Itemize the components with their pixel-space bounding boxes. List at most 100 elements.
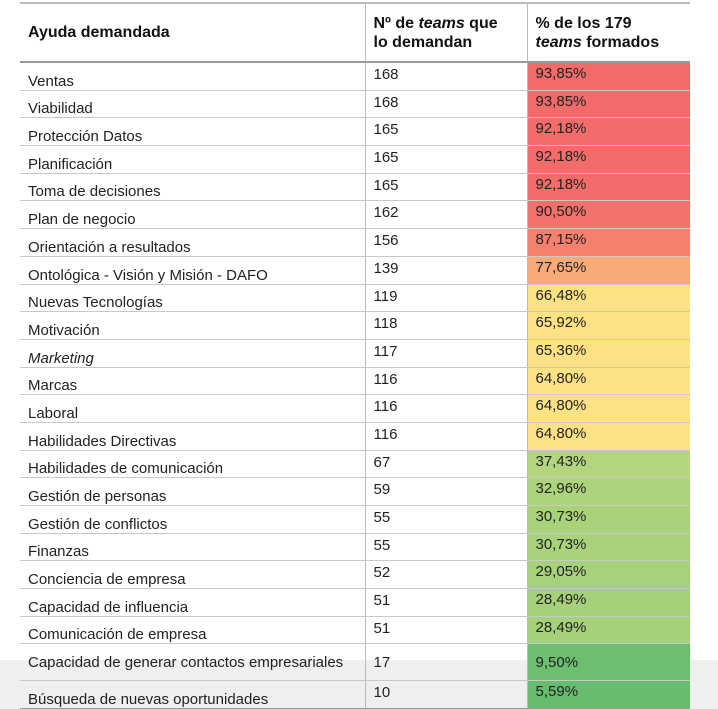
count-cell: 119	[364, 284, 527, 313]
table-row: Viabilidad 168 93,85%	[20, 90, 690, 119]
table-row: Laboral 116 64,80%	[20, 394, 690, 423]
count-cell: 165	[364, 173, 527, 202]
item-cell: Gestión de conflictos	[20, 505, 365, 534]
count-cell: 55	[364, 533, 527, 562]
percent-cell: 92,18%	[526, 173, 690, 202]
header-cell: Ayuda demandada	[20, 2, 365, 63]
percent-cell: 93,85%	[526, 90, 690, 119]
percent-cell: 37,43%	[526, 450, 690, 479]
count-cell: 118	[364, 311, 527, 340]
percent-cell: 65,92%	[526, 311, 690, 340]
percent-cell: 64,80%	[526, 422, 690, 451]
table-row: Búsqueda de nuevas oportunidades 10 5,59%	[20, 680, 690, 709]
table-row: Toma de decisiones 165 92,18%	[20, 173, 690, 202]
header-text: formados	[581, 33, 660, 51]
header-text: teams	[535, 33, 582, 51]
count-cell: 52	[364, 560, 527, 590]
table-row: Ontológica - Visión y Misión - DAFO 139 77…	[20, 256, 690, 285]
percent-cell: 92,18%	[526, 145, 690, 174]
item-cell: Conciencia de empresa	[20, 560, 365, 590]
percent-cell: 92,18%	[526, 117, 690, 147]
percent-cell: 29,05%	[526, 560, 690, 590]
count-cell: 139	[364, 256, 527, 285]
item-cell: Habilidades Directivas	[20, 422, 365, 451]
item-cell: Comunicación de empresa	[20, 616, 365, 645]
count-cell: 116	[364, 394, 527, 423]
count-cell: 51	[364, 616, 527, 645]
header-cell: % de los 179 teams formados	[526, 2, 690, 63]
header-text: teams	[418, 14, 465, 32]
count-cell: 168	[364, 62, 527, 91]
item-cell: Marcas	[20, 367, 365, 396]
count-cell: 156	[364, 228, 527, 257]
count-cell: 162	[364, 200, 527, 230]
table-row: Planificación 165 92,18%	[20, 145, 690, 174]
item-cell: Búsqueda de nuevas oportunidades	[20, 680, 365, 709]
count-cell: 116	[364, 367, 527, 396]
item-cell: Planificación	[20, 145, 365, 174]
table-row: Capacidad de influencia 51 28,49%	[20, 588, 690, 617]
table-row: Gestión de conflictos 55 30,73%	[20, 505, 690, 534]
table-row: Gestión de personas 59 32,96%	[20, 477, 690, 506]
table-row: Capacidad de generar contactos empresari…	[20, 643, 690, 682]
count-cell: 168	[364, 90, 527, 119]
item-cell: Orientación a resultados	[20, 228, 365, 257]
table-row: Conciencia de empresa 52 29,05%	[20, 560, 690, 590]
count-cell: 165	[364, 117, 527, 147]
item-cell: Marketing	[20, 339, 365, 368]
header-text: % de los 179	[535, 14, 632, 32]
item-cell: Toma de decisiones	[20, 173, 365, 202]
count-cell: 51	[364, 588, 527, 617]
header-text: Nº de	[373, 14, 419, 32]
percent-cell: 30,73%	[526, 505, 690, 534]
percent-cell: 66,48%	[526, 284, 690, 313]
percent-cell: 93,85%	[526, 62, 690, 91]
table-row: Habilidades de comunicación 67 37,43%	[20, 450, 690, 479]
percent-cell: 90,50%	[526, 200, 690, 230]
item-cell: Motivación	[20, 311, 365, 340]
item-cell: Ventas	[20, 62, 365, 91]
percent-cell: 32,96%	[526, 477, 690, 506]
percent-cell: 65,36%	[526, 339, 690, 368]
table-row: Plan de negocio 162 90,50%	[20, 200, 690, 230]
count-cell: 165	[364, 145, 527, 174]
item-cell: Habilidades de comunicación	[20, 450, 365, 479]
table-row: Orientación a resultados 156 87,15%	[20, 228, 690, 257]
table-body: Ventas 168 93,85% Viabilidad 168 93,85% Protec…	[20, 62, 690, 709]
item-cell: Ontológica - Visión y Misión - DAFO	[20, 256, 365, 285]
header-text: que	[464, 14, 498, 32]
percent-cell: 64,80%	[526, 367, 690, 396]
percent-cell: 30,73%	[526, 533, 690, 562]
item-cell: Protección Datos	[20, 117, 365, 147]
percent-cell: 87,15%	[526, 228, 690, 257]
table-row: Motivación 118 65,92%	[20, 311, 690, 340]
item-cell: Plan de negocio	[20, 200, 365, 230]
item-cell: Capacidad de generar contactos empresari…	[20, 643, 365, 682]
item-cell: Gestión de personas	[20, 477, 365, 506]
item-cell: Laboral	[20, 394, 365, 423]
table-row: Marketing 117 65,36%	[20, 339, 690, 368]
count-cell: 17	[364, 643, 527, 682]
item-cell: Nuevas Tecnologías	[20, 284, 365, 313]
table-row: Comunicación de empresa 51 28,49%	[20, 616, 690, 645]
header-row: Ayuda demandada Nº de teams que lo demand…	[20, 2, 690, 63]
header-text: lo demandan	[373, 33, 473, 51]
percent-cell: 5,59%	[526, 680, 690, 709]
count-cell: 116	[364, 422, 527, 451]
header-text: Ayuda demandada	[28, 24, 170, 41]
table-row: Finanzas 55 30,73%	[20, 533, 690, 562]
count-cell: 55	[364, 505, 527, 534]
table-row: Nuevas Tecnologías 119 66,48%	[20, 284, 690, 313]
item-cell: Finanzas	[20, 533, 365, 562]
table-row: Protección Datos 165 92,18%	[20, 117, 690, 147]
percent-cell: 77,65%	[526, 256, 690, 285]
item-cell: Capacidad de influencia	[20, 588, 365, 617]
table-row: Habilidades Directivas 116 64,80%	[20, 422, 690, 451]
count-cell: 117	[364, 339, 527, 368]
count-cell: 59	[364, 477, 527, 506]
percent-cell: 9,50%	[526, 643, 690, 682]
percent-cell: 28,49%	[526, 616, 690, 645]
table-row: Ventas 168 93,85%	[20, 62, 690, 91]
